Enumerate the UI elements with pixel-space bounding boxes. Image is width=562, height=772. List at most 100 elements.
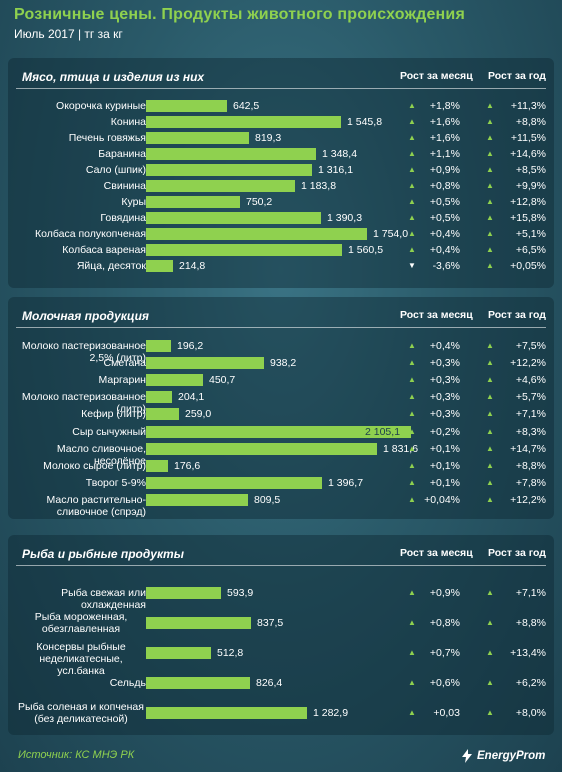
category-label: Сельдь — [109, 677, 146, 689]
category-label: Молоко сырое (литр) — [43, 459, 146, 472]
value-label: 1 396,7 — [328, 476, 364, 489]
arrow-up-icon: ▲ — [486, 477, 494, 487]
value-label: 837,5 — [257, 617, 284, 629]
col-month-heading: Рост за месяц — [400, 547, 473, 559]
growth-year: +9,9% — [515, 180, 546, 192]
col-month-heading: Рост за месяц — [400, 70, 473, 82]
category-label: Маргарин — [98, 374, 147, 387]
growth-year: +8,0% — [515, 707, 546, 719]
arrow-up-icon: ▲ — [408, 588, 416, 597]
arrow-up-icon: ▲ — [486, 443, 494, 453]
growth-year: +8,8% — [515, 116, 546, 128]
value-label: 1 754,0 — [373, 228, 409, 240]
growth-month: +0,1% — [429, 442, 460, 455]
arrow-up-icon: ▲ — [486, 101, 494, 110]
arrow-up-icon: ▲ — [408, 181, 416, 190]
growth-year: +12,2% — [510, 357, 546, 370]
page-title: Розничные цены. Продукты животного проис… — [14, 6, 465, 23]
col-year-heading: Рост за год — [488, 309, 546, 321]
growth-year: +14,6% — [510, 148, 546, 160]
growth-month: +0,5% — [429, 212, 460, 224]
growth-month: +0,1% — [429, 476, 460, 489]
col-month-heading: Рост за месяц — [400, 309, 473, 321]
value-bar — [146, 391, 172, 404]
category-label: Масло растительно-сливочное (спрэд) — [46, 493, 146, 518]
growth-year: +8,3% — [515, 425, 546, 438]
category-label: Сыр сычужный — [72, 425, 146, 438]
arrow-up-icon: ▲ — [486, 678, 494, 687]
arrow-up-icon: ▲ — [408, 708, 416, 717]
arrow-up-icon: ▲ — [408, 133, 416, 142]
arrow-up-icon: ▲ — [408, 197, 416, 206]
value-bar — [146, 196, 240, 208]
value-bar — [146, 408, 179, 421]
growth-month: +1,6% — [429, 132, 460, 144]
category-label: Молоко пастеризованное 2,5% (литр) — [21, 340, 146, 364]
category-label: Яйца, десяток — [76, 260, 146, 272]
arrow-down-icon: ▼ — [408, 261, 416, 270]
page-subtitle: Июль 2017 | тг за кг — [14, 27, 123, 41]
arrow-up-icon: ▲ — [408, 618, 416, 627]
growth-month: +0,3% — [429, 374, 460, 387]
value-label: 1 282,9 — [313, 707, 349, 719]
category-label: Свинина — [103, 180, 146, 192]
category-label: Баранина — [98, 148, 146, 160]
growth-month: +0,2% — [429, 425, 460, 438]
arrow-up-icon: ▲ — [408, 358, 416, 368]
arrow-up-icon: ▲ — [486, 648, 494, 657]
value-bar — [146, 260, 173, 272]
value-label: 1 831,6 — [383, 442, 419, 455]
growth-year: +7,5% — [515, 340, 546, 352]
section-title-fish: Рыба и рыбные продукты — [22, 547, 184, 561]
value-label: 1 316,1 — [318, 164, 354, 176]
section-divider — [16, 88, 546, 89]
arrow-up-icon: ▲ — [408, 678, 416, 687]
arrow-up-icon: ▲ — [486, 133, 494, 142]
value-bar — [146, 459, 168, 472]
value-bar — [146, 617, 251, 629]
section-title-dairy: Молочная продукция — [22, 309, 149, 323]
value-bar — [146, 374, 203, 387]
growth-month: +0,9% — [429, 587, 460, 599]
growth-year: +8,8% — [515, 459, 546, 472]
category-label: Печень говяжья — [68, 132, 146, 144]
growth-year: +8,5% — [515, 164, 546, 176]
growth-month: +0,8% — [429, 180, 460, 192]
value-bar — [146, 244, 342, 256]
growth-year: +7,1% — [515, 587, 546, 599]
value-bar — [146, 340, 171, 352]
growth-month: +0,6% — [429, 677, 460, 689]
category-label: Колбаса полукопченая — [34, 228, 146, 240]
value-bar — [146, 180, 295, 192]
arrow-up-icon: ▲ — [486, 261, 494, 270]
value-bar — [146, 707, 307, 719]
growth-year: +11,3% — [510, 100, 546, 112]
arrow-up-icon: ▲ — [408, 213, 416, 222]
value-bar — [146, 493, 248, 506]
arrow-up-icon: ▲ — [408, 648, 416, 657]
arrow-up-icon: ▲ — [486, 341, 494, 350]
value-label: 938,2 — [270, 357, 297, 370]
growth-year: +6,2% — [515, 677, 546, 689]
arrow-up-icon: ▲ — [486, 181, 494, 190]
value-bar — [146, 228, 367, 240]
arrow-up-icon: ▲ — [408, 426, 416, 436]
value-label: 2 105,1 — [365, 425, 401, 438]
category-label: Кефир (литр) — [81, 408, 146, 421]
arrow-up-icon: ▲ — [486, 229, 494, 238]
value-bar — [146, 100, 227, 112]
arrow-up-icon: ▲ — [486, 618, 494, 627]
value-bar — [146, 677, 250, 689]
value-label: 826,4 — [256, 677, 283, 689]
arrow-up-icon: ▲ — [408, 149, 416, 158]
growth-month: +0,4% — [429, 228, 460, 240]
value-bar — [146, 425, 411, 438]
category-label: Куры — [121, 196, 146, 208]
growth-month: -3,6% — [432, 260, 460, 272]
value-bar — [146, 164, 312, 176]
growth-month: +1,1% — [429, 148, 460, 160]
arrow-up-icon: ▲ — [408, 477, 416, 487]
section-divider — [16, 565, 546, 566]
arrow-up-icon: ▲ — [408, 409, 416, 419]
arrow-up-icon: ▲ — [486, 426, 494, 436]
